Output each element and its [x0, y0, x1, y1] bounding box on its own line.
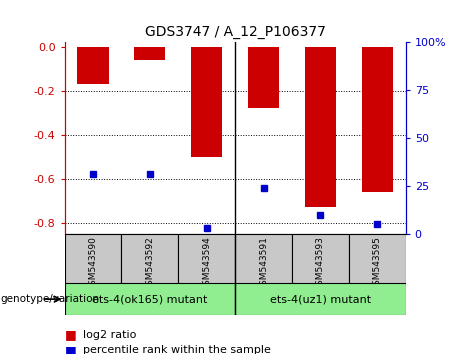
Text: genotype/variation: genotype/variation — [0, 294, 99, 304]
Text: GSM543593: GSM543593 — [316, 236, 325, 291]
Text: log2 ratio: log2 ratio — [83, 330, 136, 339]
Bar — [178, 234, 235, 283]
Bar — [361, 47, 393, 192]
Text: percentile rank within the sample: percentile rank within the sample — [83, 346, 271, 354]
Text: ■: ■ — [65, 328, 76, 341]
Text: GSM543591: GSM543591 — [259, 236, 268, 291]
Bar — [77, 47, 109, 84]
Bar — [65, 234, 121, 283]
Text: ets-4(ok165) mutant: ets-4(ok165) mutant — [92, 294, 207, 304]
Bar — [305, 47, 336, 207]
Text: GSM543592: GSM543592 — [145, 236, 154, 291]
Bar — [65, 283, 235, 315]
Text: GSM543594: GSM543594 — [202, 236, 211, 291]
Bar — [191, 47, 222, 157]
Bar — [235, 234, 292, 283]
Bar — [248, 47, 279, 108]
Text: GSM543595: GSM543595 — [373, 236, 382, 291]
Text: GSM543590: GSM543590 — [89, 236, 97, 291]
Bar — [349, 234, 406, 283]
Bar — [292, 234, 349, 283]
Text: ets-4(uz1) mutant: ets-4(uz1) mutant — [270, 294, 371, 304]
Bar — [121, 234, 178, 283]
Bar — [235, 283, 406, 315]
Title: GDS3747 / A_12_P106377: GDS3747 / A_12_P106377 — [145, 25, 325, 39]
Bar — [134, 47, 165, 60]
Text: ■: ■ — [65, 344, 76, 354]
